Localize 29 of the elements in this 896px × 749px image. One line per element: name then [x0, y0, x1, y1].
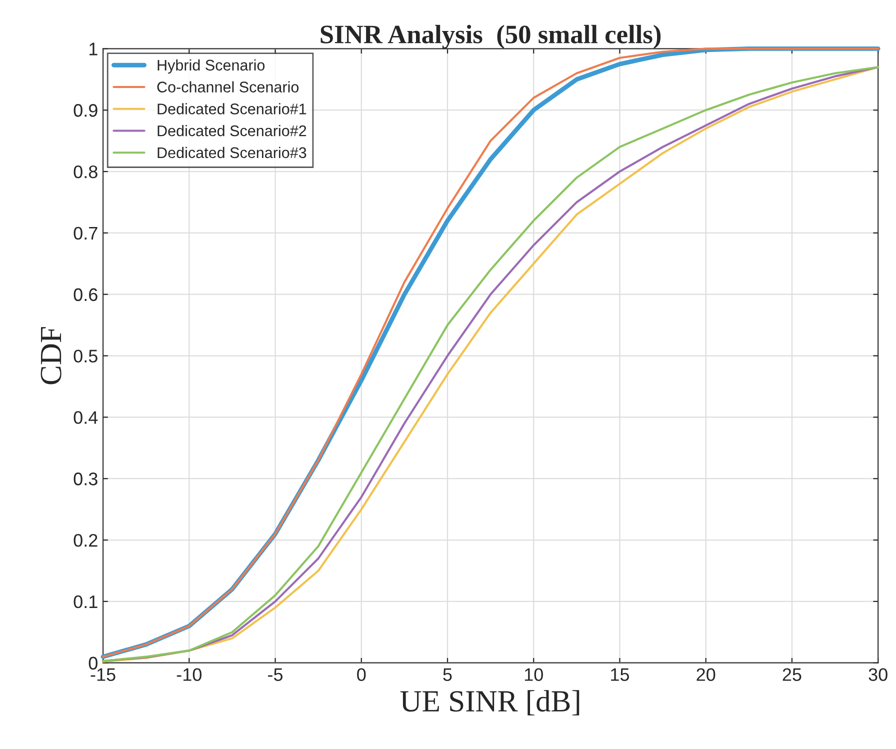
y-tick-label: 0.3 — [74, 472, 98, 486]
y-tick-label: 0.8 — [74, 165, 98, 178]
y-tick-label: 0 — [88, 656, 98, 670]
x-axis-title: UE SINR [dB] — [400, 690, 580, 716]
x-tick-label: 25 — [782, 668, 802, 681]
y-axis-title: CDF — [40, 327, 62, 384]
x-tick-label: 20 — [696, 668, 716, 681]
x-tick-label: 5 — [443, 668, 452, 681]
y-tick-label: 1 — [90, 42, 98, 56]
x-tick-label: 15 — [611, 668, 630, 681]
chart-title: SINR Analysis (50 small cells) — [320, 24, 661, 49]
legend-label: Dedicated Scenario#2 — [158, 125, 306, 136]
y-tick-label: 0.7 — [74, 226, 98, 240]
y-tick-label: 0.9 — [74, 104, 98, 117]
x-tick-label: -15 — [90, 668, 116, 681]
y-tick-label: 0.6 — [74, 288, 98, 302]
legend-label: Dedicated Scenario#1 — [158, 103, 306, 114]
y-tick-label: 0.2 — [74, 534, 98, 547]
legend-label: Co-channel Scenario — [157, 81, 299, 92]
x-tick-label: 30 — [868, 668, 888, 681]
x-tick-label: -10 — [176, 668, 202, 681]
legend-label: Dedicated Scenario#3 — [158, 146, 306, 158]
x-tick-label: 0 — [357, 668, 366, 681]
y-tick-label: 0.5 — [74, 350, 98, 362]
x-tick-label: -5 — [268, 668, 283, 681]
x-tick-label: 10 — [524, 668, 543, 681]
y-tick-label: 0.4 — [74, 411, 98, 424]
y-tick-label: 0.1 — [74, 595, 98, 608]
legend-label: Hybrid Scenario — [158, 59, 265, 74]
